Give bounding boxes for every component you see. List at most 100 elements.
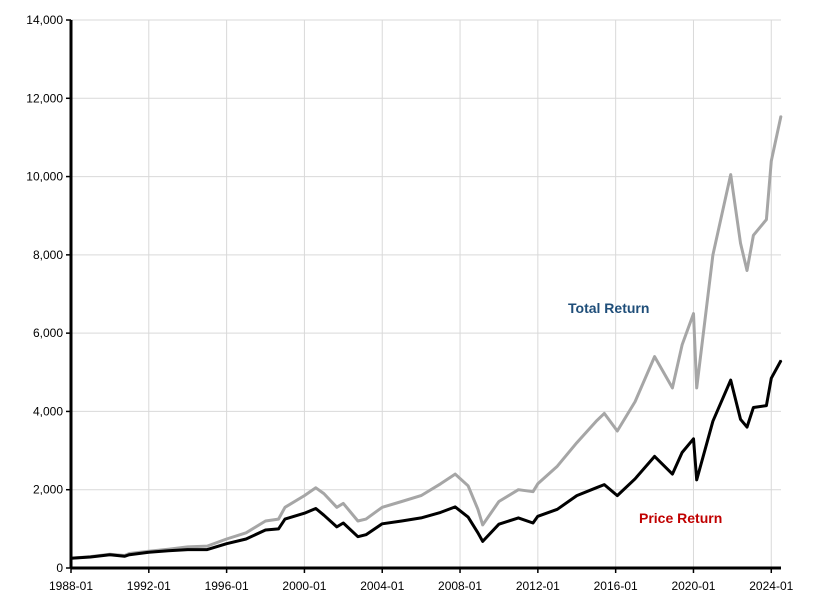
price-return-point	[477, 532, 479, 534]
axes	[66, 19, 781, 573]
price-return-point	[420, 517, 422, 519]
price-return-point	[780, 359, 782, 362]
total-return-point	[225, 538, 228, 540]
total-return-point	[739, 242, 742, 244]
price-return-point	[206, 548, 208, 551]
y-axis-tick-labels: 0 2,000 4,000 6,000 8,000 10,000 12,000 14,000	[26, 13, 63, 575]
price-return-point	[128, 553, 131, 556]
price-return-point	[517, 517, 520, 519]
price-return-point	[681, 451, 683, 454]
price-return-point	[315, 507, 317, 510]
price-return-point	[109, 553, 111, 556]
total-return-point	[357, 520, 359, 522]
price-return-point	[752, 406, 755, 409]
price-return-point	[365, 533, 367, 536]
total-return-point	[365, 518, 367, 520]
price-return-label: Price Return	[639, 510, 722, 526]
total-return-point	[303, 494, 306, 497]
total-return-point	[323, 492, 325, 495]
total-return-point	[780, 115, 782, 117]
price-return-point	[245, 538, 247, 540]
price-return-point	[712, 420, 714, 423]
price-return-point	[167, 550, 170, 552]
price-return-point	[765, 404, 768, 407]
total-return-label: Total Return	[568, 300, 649, 316]
y-tick-label: 0	[56, 561, 63, 575]
price-return-point	[454, 506, 457, 508]
total-return-point	[277, 518, 280, 520]
y-tick-label: 4,000	[33, 404, 63, 418]
price-return-point	[400, 520, 403, 522]
price-return-point	[576, 494, 578, 497]
price-return-point	[89, 556, 92, 558]
total-return-point	[671, 387, 674, 389]
total-return-point	[746, 269, 748, 272]
total-return-point	[752, 234, 755, 237]
x-tick-label: 1988-01	[49, 579, 93, 593]
x-tick-label: 2024-01	[749, 579, 793, 593]
price-return-point	[277, 528, 280, 530]
price-return-point	[616, 494, 619, 497]
total-return-point	[315, 487, 317, 489]
price-return-point	[537, 515, 539, 518]
x-tick-label: 2008-01	[438, 579, 482, 593]
total-return-point	[342, 502, 345, 505]
price-return-point	[303, 512, 306, 514]
y-tick-label: 8,000	[33, 248, 63, 262]
price-return-point	[695, 479, 698, 481]
total-return-line	[70, 115, 783, 560]
total-return-point	[681, 344, 683, 346]
price-return-point	[284, 518, 286, 520]
total-return-point	[576, 441, 578, 444]
total-return-point	[532, 490, 534, 493]
total-return-point	[400, 500, 403, 503]
price-return-point	[123, 555, 126, 558]
x-tick-label: 1992-01	[127, 579, 171, 593]
price-return-point	[225, 542, 228, 545]
total-return-point	[729, 173, 732, 176]
price-return-point	[634, 478, 636, 480]
price-return-point	[603, 483, 606, 486]
x-tick-label: 2016-01	[594, 579, 638, 593]
x-tick-label: 2012-01	[516, 579, 560, 593]
price-return-point	[692, 438, 695, 440]
price-return-point	[439, 511, 442, 514]
price-return-point	[653, 455, 656, 458]
total-return-point	[556, 465, 559, 468]
y-tick-label: 6,000	[33, 326, 63, 340]
gridlines	[71, 19, 781, 568]
series-lines	[70, 115, 783, 560]
price-return-point	[264, 529, 267, 531]
total-return-point	[439, 483, 442, 485]
total-return-point	[692, 312, 695, 315]
price-return-point	[336, 526, 338, 528]
total-return-point	[653, 355, 656, 358]
y-tick-label: 14,000	[26, 13, 63, 27]
price-return-point	[671, 473, 674, 475]
total-return-point	[454, 473, 457, 475]
price-return-point	[770, 377, 773, 380]
y-tick-label: 10,000	[26, 170, 63, 184]
price-return-point	[467, 516, 469, 518]
price-return-point	[357, 535, 359, 538]
total-return-point	[537, 483, 539, 485]
x-tick-label: 2004-01	[360, 579, 404, 593]
total-return-point	[765, 218, 768, 221]
price-return-point	[323, 514, 325, 516]
x-tick-label: 2020-01	[671, 579, 715, 593]
price-return-point	[342, 522, 345, 524]
x-axis-tick-labels: 1988-01 1992-01 1996-01 2000-01 2004-01 2008-…	[49, 579, 794, 593]
price-return-line	[70, 359, 783, 560]
price-return-point	[556, 508, 559, 511]
total-return-point	[264, 520, 267, 522]
total-return-point	[336, 506, 338, 509]
total-return-point	[481, 524, 484, 526]
total-return-point	[467, 485, 469, 487]
price-return-point	[498, 523, 500, 525]
y-tick-label: 2,000	[33, 483, 63, 497]
total-return-point	[517, 488, 520, 491]
total-return-point	[603, 412, 606, 415]
price-return-point	[746, 426, 748, 428]
